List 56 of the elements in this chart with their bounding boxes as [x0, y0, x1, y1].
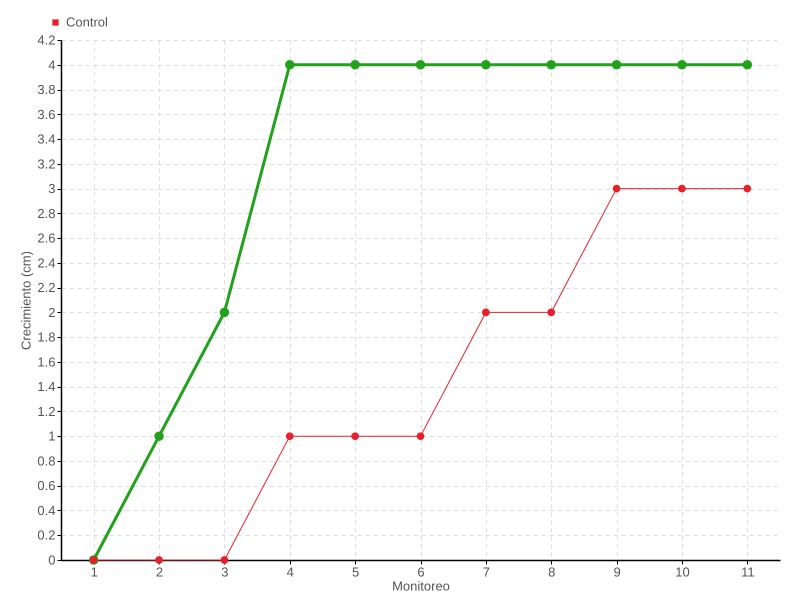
point [547, 308, 556, 316]
point [155, 556, 163, 564]
y-tick-label: 3 [48, 181, 56, 196]
point [612, 184, 620, 192]
x-axis-title: Monitoreo [392, 578, 450, 594]
point [220, 308, 230, 318]
y-tick-label: 3.6 [37, 106, 56, 122]
y-tick-label: 1.8 [37, 330, 56, 345]
y-tick-label: 0.4 [37, 502, 56, 518]
x-tick-label: 11 [741, 564, 755, 580]
x-tick-label: 3 [221, 564, 229, 580]
point [416, 432, 424, 440]
point [351, 432, 360, 440]
x-tick-label: 6 [417, 564, 425, 580]
point [677, 60, 687, 70]
y-tick-label: 1.6 [37, 354, 56, 370]
y-tick-label: 3.8 [37, 82, 56, 98]
x-tick-label: 9 [613, 564, 621, 580]
y-tick-label: 3.4 [37, 132, 56, 147]
point [154, 431, 164, 441]
y-tick-label: 1.2 [37, 404, 56, 419]
y-tick-label: 3.2 [37, 156, 56, 172]
x-tick-label: 4 [286, 564, 294, 580]
x-tick-label: 10 [675, 564, 690, 580]
x-tick-label: 7 [482, 564, 490, 580]
x-tick-label: 5 [352, 564, 360, 580]
y-tick-label: 2 [48, 304, 56, 320]
y-tick-label: 2.8 [37, 206, 56, 221]
x-tick-label: 2 [156, 564, 164, 580]
y-tick-label: 4 [48, 57, 56, 72]
point [286, 432, 294, 440]
y-tick-label: 0.6 [37, 478, 56, 494]
point [220, 556, 228, 564]
y-tick-label: 0.8 [37, 453, 56, 468]
point [482, 308, 490, 316]
point [612, 60, 622, 70]
y-tick-label: 2.4 [37, 255, 56, 270]
y-tick-label: 2.2 [37, 280, 56, 296]
y-tick-label: 0 [48, 552, 56, 568]
point [742, 60, 752, 70]
y-tick-label: 1.4 [37, 379, 56, 394]
y-tick-label: 1 [48, 428, 56, 444]
point [416, 60, 426, 70]
y-tick-label: 0.2 [37, 528, 56, 543]
x-tick-label: 1 [90, 564, 98, 580]
point [678, 184, 686, 192]
y-axis-title: Crecimiento (cm) [18, 251, 34, 350]
y-tick-label: 2.6 [37, 230, 56, 246]
point [285, 60, 295, 70]
y-tick-label: 4.2 [37, 32, 56, 48]
point [546, 60, 556, 70]
point [350, 60, 360, 70]
point [481, 60, 491, 70]
legend-label: Control [66, 14, 108, 30]
point [743, 184, 752, 192]
x-tick-label: 8 [548, 564, 556, 580]
